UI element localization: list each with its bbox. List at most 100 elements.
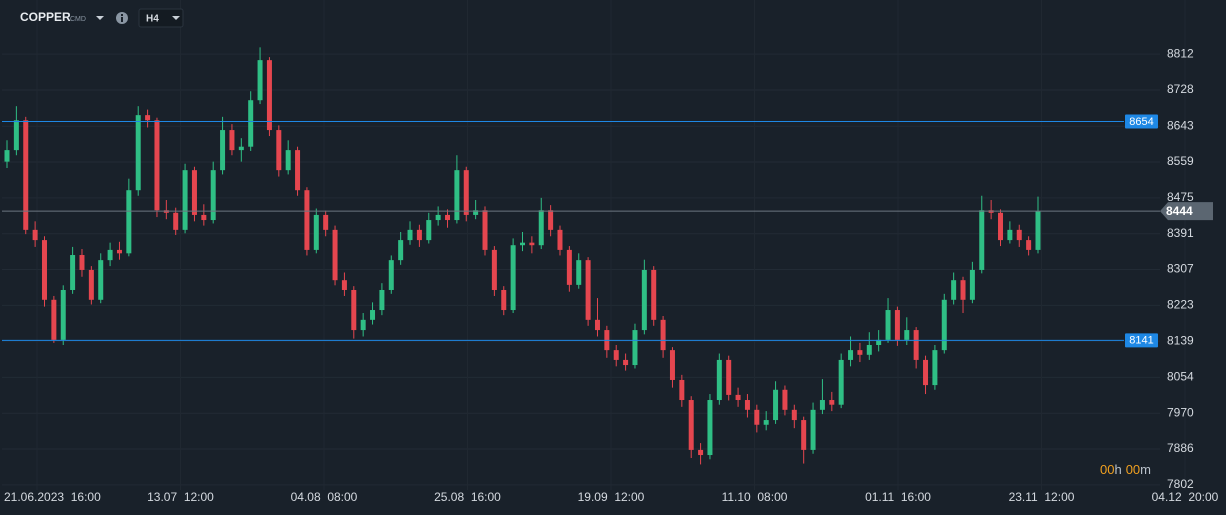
candle-body <box>623 359 629 366</box>
level-label: 8141 <box>1129 335 1153 347</box>
candle-body <box>744 400 750 410</box>
y-tick-label: 8475 <box>1167 190 1194 204</box>
timer: 00h 00m <box>1100 462 1151 477</box>
candle-body <box>201 214 207 221</box>
timer-minutes-unit: m <box>1140 462 1151 477</box>
candle-body <box>735 394 741 401</box>
grid <box>2 0 1186 490</box>
timeframe-box[interactable] <box>138 8 184 28</box>
candle-body <box>538 210 544 246</box>
candle-body <box>904 330 910 340</box>
timer-minutes: 00 <box>1126 462 1140 477</box>
y-tick-label: 8728 <box>1167 82 1194 96</box>
candle-body <box>576 260 582 285</box>
candle-body <box>894 310 900 340</box>
candle-body <box>566 249 572 285</box>
candle-body <box>548 210 554 230</box>
x-tick-label: 04.12 20:00 <box>1152 490 1219 504</box>
candle-body <box>585 260 591 320</box>
candle-body <box>295 150 301 191</box>
symbol-dropdown[interactable] <box>96 16 104 20</box>
x-tick-label: 21.06.2023 16:00 <box>4 490 101 504</box>
candle-body <box>641 269 647 331</box>
y-tick-label: 7802 <box>1167 477 1194 491</box>
candle-body <box>819 400 825 410</box>
candle-body <box>445 214 451 221</box>
candle-body <box>688 400 694 450</box>
candle-body <box>763 420 769 425</box>
level-label-box <box>1125 114 1158 129</box>
candle-body <box>885 310 891 340</box>
y-tick-label: 8559 <box>1167 154 1194 168</box>
y-tick-label: 8307 <box>1167 262 1194 276</box>
symbol[interactable]: COPPER <box>20 10 71 24</box>
candle-body <box>857 350 863 355</box>
candle-body <box>210 170 216 221</box>
current-price-label: 8444 <box>1166 204 1193 218</box>
candle-body <box>398 240 404 261</box>
candle-body <box>370 310 376 320</box>
candle-body <box>1026 240 1032 250</box>
candle-body <box>998 212 1004 241</box>
candle-body <box>173 212 179 230</box>
candle-body <box>482 210 488 250</box>
candle-body <box>98 260 104 300</box>
candle-body <box>351 289 357 331</box>
candle-body <box>716 359 722 401</box>
candle-body <box>116 249 122 254</box>
candle-body <box>754 409 760 425</box>
candle-body <box>60 289 66 340</box>
candle-body <box>913 330 919 360</box>
candle-body <box>154 120 160 211</box>
candle-body <box>726 359 732 395</box>
plot: 8654 8141 8444 <box>2 47 1213 465</box>
candle-body <box>388 260 394 290</box>
candle-body <box>23 120 29 230</box>
axis: 7802 7886 7970 8054 8139 8223 8307 8391 8475 8559… <box>4 46 1219 504</box>
candle-body <box>651 269 657 320</box>
candle-body <box>941 299 947 351</box>
candle-body <box>1016 229 1022 241</box>
candle-body <box>782 389 788 410</box>
candle-body <box>41 240 47 300</box>
level-label-box <box>1125 333 1158 348</box>
candle-body <box>810 409 816 450</box>
candle-body <box>829 400 835 405</box>
candle-body <box>238 146 244 151</box>
y-tick-label: 7886 <box>1167 441 1194 455</box>
x-tick-label: 25.08 16:00 <box>434 490 501 504</box>
candle-body <box>866 345 872 355</box>
candle-body <box>501 289 507 311</box>
y-tick-label: 8139 <box>1167 333 1194 347</box>
timeframe[interactable]: H4 <box>146 14 159 25</box>
candle-body <box>182 170 188 230</box>
candle-body <box>660 319 666 351</box>
current-price-box <box>1160 202 1213 221</box>
candle-body <box>463 170 469 215</box>
x-tick-label: 13.07 12:00 <box>147 490 214 504</box>
x-tick-label: 23.11 12:00 <box>1009 490 1075 504</box>
candle-body <box>126 190 132 254</box>
candle-body <box>51 299 57 340</box>
timeframe-dropdown[interactable] <box>172 16 180 20</box>
y-tick-label: 8391 <box>1167 226 1194 240</box>
candle-body <box>698 449 704 456</box>
candle-body <box>304 190 310 250</box>
candle-body <box>426 220 432 241</box>
candle-body <box>323 214 329 230</box>
candle-body <box>473 210 479 215</box>
candle-body <box>70 255 76 290</box>
candle-body <box>923 359 929 386</box>
level-label: 8654 <box>1129 116 1153 128</box>
candle-body <box>1007 229 1013 241</box>
y-tick-label: 8223 <box>1167 298 1194 312</box>
candle-body <box>791 409 797 421</box>
candle-body <box>79 255 85 270</box>
candle-body <box>88 269 94 300</box>
y-tick-label: 8643 <box>1167 118 1194 132</box>
x-tick-label: 19.09 12:00 <box>578 490 645 504</box>
candle-body <box>801 420 807 450</box>
candle-body <box>229 130 235 151</box>
